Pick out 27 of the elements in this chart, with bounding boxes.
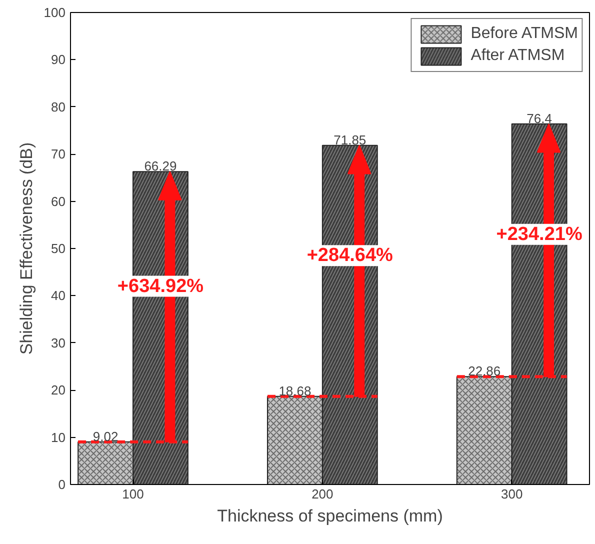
annotation: +234.21%	[496, 224, 582, 245]
y-tick-label: 20	[51, 382, 66, 398]
data-label: 18.68	[278, 383, 312, 398]
y-tick-label: 30	[51, 335, 66, 350]
y-tick-label: 100	[44, 5, 66, 20]
y-tick-label: 40	[51, 288, 66, 304]
y-tick-label: 60	[51, 194, 66, 209]
y-tick-label: 50	[51, 241, 66, 256]
y-tick-label: 10	[51, 430, 66, 445]
data-label: 66.29	[144, 158, 177, 174]
y-axis-title: Shielding Effectiveness (dB)	[16, 142, 36, 355]
x-axis-title: Thickness of specimens (mm)	[217, 506, 443, 526]
data-label: 9.02	[92, 428, 118, 444]
annotation: +284.64%	[306, 245, 394, 266]
y-tick-label: 80	[51, 99, 66, 114]
data-label: 71.85	[334, 132, 366, 148]
x-tick-label: 200	[312, 486, 334, 502]
annotation: +634.92%	[117, 276, 204, 297]
legend-label: After ATMSM	[470, 47, 565, 65]
x-tick-label: 100	[122, 486, 144, 502]
y-tick-label: 90	[51, 52, 66, 68]
y-tick-label: 0	[58, 477, 66, 492]
data-label: 22.86	[468, 364, 501, 379]
y-tick-label: 70	[51, 146, 66, 162]
x-tick-label: 300	[500, 486, 523, 502]
data-label: 76.4	[526, 110, 552, 126]
legend-label: Before ATMSM	[470, 25, 578, 43]
